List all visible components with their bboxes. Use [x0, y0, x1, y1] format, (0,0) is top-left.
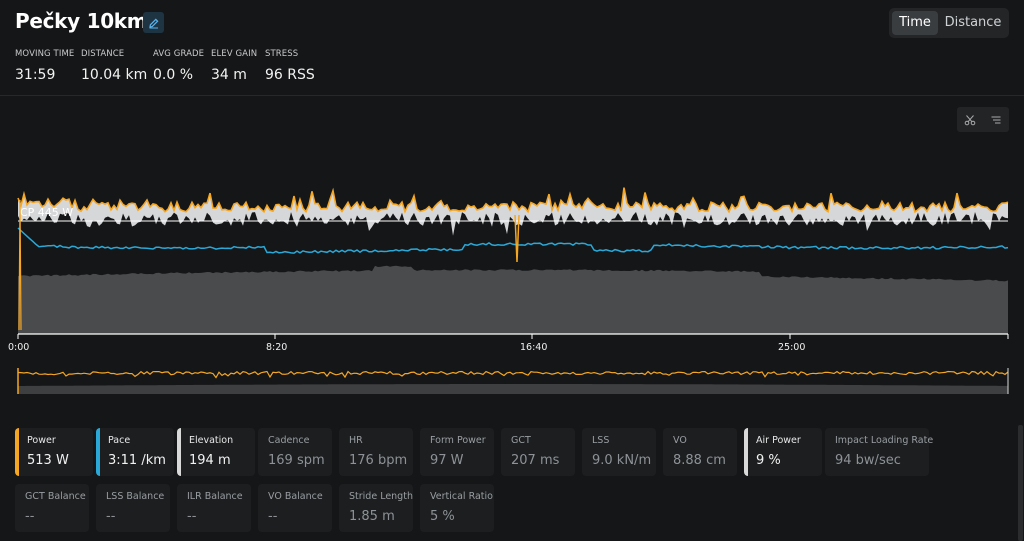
metric-value: 97 W — [430, 453, 464, 468]
scrollbar[interactable] — [1018, 425, 1023, 541]
metric-label: LSS Balance — [106, 491, 165, 502]
metric-label: Cadence — [268, 435, 310, 446]
metric-card-impact-loading-rate[interactable]: Impact Loading Rate 94 bw/sec — [825, 428, 933, 476]
activity-chart[interactable]: CP 445 W 0:00 8:20 16:40 25:00 — [0, 140, 1024, 355]
stress-label: STRESS — [265, 49, 299, 59]
metric-value: 9 % — [756, 453, 781, 468]
metric-card-form-power[interactable]: Form Power 97 W — [420, 428, 494, 476]
metric-card-vo-balance[interactable]: VO Balance -- — [258, 484, 332, 532]
distance-label: DISTANCE — [81, 49, 125, 59]
time-toggle-button[interactable]: Time — [892, 11, 938, 35]
chart-toolbar — [957, 107, 1009, 132]
metric-label: GCT — [511, 435, 531, 446]
metric-label: LSS — [592, 435, 610, 446]
x-tick-label-2: 16:40 — [520, 342, 547, 353]
metric-value: 3:11 /km — [108, 453, 166, 468]
power-dropout-spike — [514, 214, 520, 263]
metric-card-gct-balance[interactable]: GCT Balance -- — [15, 484, 89, 532]
moving-time-value: 31:59 — [15, 67, 56, 83]
pace-series-line — [17, 227, 1009, 254]
distance-toggle-button[interactable]: Distance — [944, 15, 1002, 30]
elev-gain-value: 34 m — [211, 67, 247, 83]
metric-label: Pace — [108, 435, 131, 446]
edit-title-button[interactable] — [143, 12, 164, 33]
overview-range-selector[interactable] — [0, 360, 1024, 402]
metric-label: HR — [349, 435, 363, 446]
scissors-button[interactable] — [957, 107, 983, 132]
x-tick-label-0: 0:00 — [8, 342, 29, 353]
stress-value: 96 RSS — [265, 67, 315, 83]
metric-label: Vertical Ratio — [430, 491, 493, 502]
metric-card-lss[interactable]: LSS 9.0 kN/m — [582, 428, 656, 476]
metric-value: -- — [25, 509, 35, 524]
x-tick-label-3: 25:00 — [778, 342, 805, 353]
metric-card-lss-balance[interactable]: LSS Balance -- — [96, 484, 170, 532]
activity-header: Pečky 10km Time Distance MOVING TIME 31:… — [0, 0, 1024, 96]
metric-card-pace[interactable]: Pace 3:11 /km — [96, 428, 174, 476]
avg-grade-value: 0.0 % — [153, 67, 194, 83]
metric-card-stride-length[interactable]: Stride Length 1.85 m — [339, 484, 413, 532]
metric-value: 194 m — [189, 453, 231, 468]
metric-label: Form Power — [430, 435, 486, 446]
metric-card-hr[interactable]: HR 176 bpm — [339, 428, 413, 476]
view-toggle: Time Distance — [889, 8, 1009, 38]
metric-label: Impact Loading Rate — [835, 435, 934, 446]
metric-card-vertical-ratio[interactable]: Vertical Ratio 5 % — [420, 484, 494, 532]
metric-card-air-power[interactable]: Air Power 9 % — [744, 428, 822, 476]
metric-value: 169 spm — [268, 453, 325, 468]
metric-value: 176 bpm — [349, 453, 408, 468]
metric-card-cadence[interactable]: Cadence 169 spm — [258, 428, 332, 476]
metric-value: 8.88 cm — [673, 453, 726, 468]
cp-annotation: CP 445 W — [20, 206, 73, 219]
overview-power-line — [17, 370, 1009, 379]
metric-value: -- — [268, 509, 278, 524]
overview-elevation-area — [18, 384, 1008, 394]
metric-value: 5 % — [430, 509, 455, 524]
avg-grade-label: AVG GRADE — [153, 49, 205, 59]
metric-value: -- — [106, 509, 116, 524]
filter-button[interactable] — [983, 107, 1009, 132]
metric-label: VO — [673, 435, 687, 446]
power-series-line — [17, 187, 1009, 214]
metric-card-ilr-balance[interactable]: ILR Balance -- — [177, 484, 251, 532]
metric-card-elevation[interactable]: Elevation 194 m — [177, 428, 255, 476]
pencil-icon — [148, 18, 158, 28]
metric-card-gct[interactable]: GCT 207 ms — [501, 428, 575, 476]
metric-label: Elevation — [189, 435, 234, 446]
metric-label: Air Power — [756, 435, 801, 446]
metric-value: 513 W — [27, 453, 69, 468]
metric-value: 94 bw/sec — [835, 453, 901, 468]
metric-card-power[interactable]: Power 513 W — [15, 428, 93, 476]
metric-value: -- — [187, 509, 197, 524]
scissors-icon — [964, 114, 976, 125]
x-tick-label-1: 8:20 — [266, 342, 287, 353]
power-start-spike — [18, 199, 22, 331]
metric-label: Stride Length — [349, 491, 413, 502]
metric-value: 207 ms — [511, 453, 560, 468]
metric-card-vo[interactable]: VO 8.88 cm — [663, 428, 737, 476]
activity-title: Pečky 10km — [15, 9, 148, 33]
metric-label: VO Balance — [268, 491, 323, 502]
moving-time-label: MOVING TIME — [15, 49, 75, 59]
elevation-area — [18, 265, 1008, 334]
elev-gain-label: ELEV GAIN — [211, 49, 258, 59]
metric-label: ILR Balance — [187, 491, 243, 502]
metric-value: 9.0 kN/m — [592, 453, 652, 468]
metric-value: 1.85 m — [349, 509, 395, 524]
distance-value: 10.04 km — [81, 67, 148, 83]
filter-icon — [991, 115, 1001, 124]
metric-label: GCT Balance — [25, 491, 86, 502]
metric-label: Power — [27, 435, 56, 446]
power-series-fill — [18, 187, 1008, 236]
